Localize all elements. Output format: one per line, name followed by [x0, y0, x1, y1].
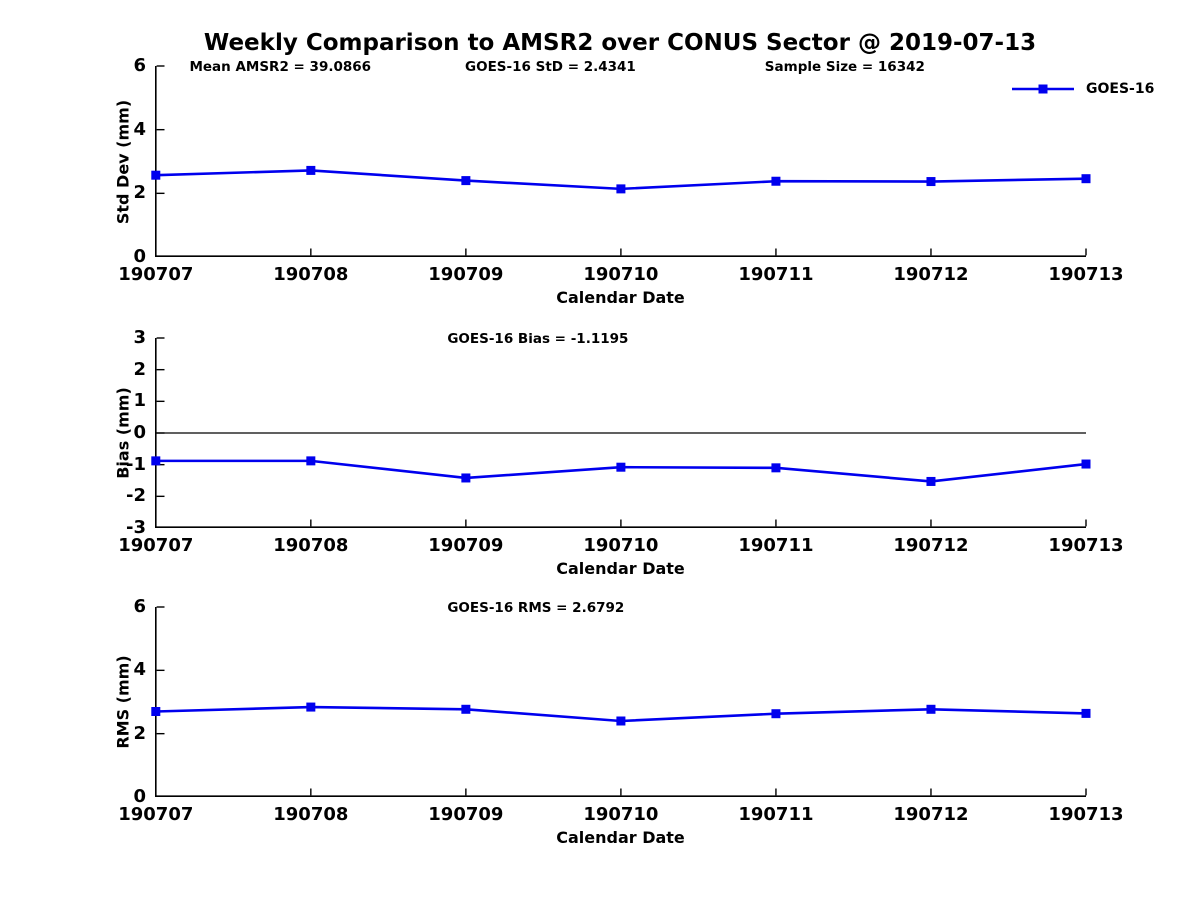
data-point-marker — [151, 707, 161, 716]
data-point-marker — [926, 177, 936, 187]
x-tick-label: 190712 — [893, 535, 969, 556]
data-point-marker — [616, 184, 626, 194]
x-tick-label: 190709 — [428, 535, 504, 556]
y-tick-label: 3 — [133, 327, 146, 348]
x-tick-label: 190712 — [893, 804, 969, 825]
data-point-marker — [306, 702, 316, 712]
x-tick-label: 190710 — [583, 804, 659, 825]
y-tick-label: -3 — [126, 517, 146, 538]
y-tick-label: 2 — [133, 358, 146, 380]
data-point-marker — [771, 709, 781, 719]
x-axis-label: Calendar Date — [556, 559, 685, 578]
y-tick-label: 2 — [133, 722, 146, 744]
y-tick-label: -2 — [126, 485, 146, 507]
x-axis-label: Calendar Date — [556, 288, 685, 307]
y-tick-label: 6 — [133, 596, 146, 617]
x-axis-label: Calendar Date — [556, 828, 685, 847]
data-point-marker — [306, 456, 316, 466]
x-tick-label: 190707 — [118, 264, 194, 285]
x-tick-label: 190707 — [118, 535, 194, 556]
x-tick-label: 190711 — [738, 264, 814, 285]
y-axis-label: Bias (mm) — [113, 387, 133, 479]
data-line — [155, 459, 1087, 483]
x-tick-label: 190707 — [118, 804, 194, 825]
x-tick-label: 190713 — [1048, 535, 1124, 556]
x-tick-label: 190711 — [738, 535, 814, 556]
data-line — [155, 169, 1087, 191]
data-point-marker — [461, 176, 471, 186]
panel-annotation: GOES-16 RMS = 2.6792 — [447, 600, 625, 616]
data-point-marker — [926, 476, 936, 486]
y-tick-label: 0 — [133, 246, 146, 267]
x-tick-label: 190712 — [893, 264, 969, 285]
y-tick-label: 6 — [133, 55, 146, 76]
panel-annotation: Mean AMSR2 = 39.0866 — [189, 59, 372, 75]
x-tick-label: 190710 — [583, 535, 659, 556]
y-tick-label: 0 — [133, 786, 146, 807]
legend: GOES-16 — [1012, 81, 1154, 97]
data-point-marker — [461, 704, 471, 714]
data-point-marker — [1081, 459, 1091, 469]
data-point-marker — [771, 463, 781, 473]
y-tick-label: 4 — [133, 118, 146, 140]
figure-title: Weekly Comparison to AMSR2 over CONUS Se… — [203, 30, 1037, 56]
panel-annotation: GOES-16 StD = 2.4341 — [465, 59, 636, 75]
x-tick-label: 190709 — [428, 264, 504, 285]
data-point-marker — [151, 456, 161, 466]
data-point-marker — [616, 716, 626, 726]
data-point-marker — [1081, 708, 1091, 718]
x-tick-label: 190708 — [273, 804, 349, 825]
data-point-marker — [306, 165, 316, 175]
panel-annotation: GOES-16 Bias = -1.1195 — [447, 331, 629, 347]
data-line — [155, 705, 1087, 723]
x-tick-label: 190708 — [273, 535, 349, 556]
data-point-marker — [151, 170, 161, 180]
plot-area — [151, 65, 1091, 257]
x-tick-label: 190713 — [1048, 804, 1124, 825]
x-tick-label: 190713 — [1048, 264, 1124, 285]
x-tick-label: 190709 — [428, 804, 504, 825]
panel-annotation: Sample Size = 16342 — [764, 59, 925, 75]
y-axis-label: Std Dev (mm) — [113, 99, 133, 224]
x-tick-label: 190711 — [738, 804, 814, 825]
data-point-marker — [926, 704, 936, 714]
y-tick-label: -1 — [126, 453, 146, 475]
legend-line-marker-icon — [1012, 84, 1074, 94]
y-tick-label: 2 — [133, 182, 146, 204]
x-tick-label: 190708 — [273, 264, 349, 285]
y-tick-label: 4 — [133, 659, 146, 681]
y-tick-label: 1 — [133, 390, 146, 412]
x-tick-label: 190710 — [583, 264, 659, 285]
plot-area — [151, 606, 1091, 797]
data-point-marker — [771, 176, 781, 186]
y-tick-label: 0 — [133, 422, 146, 443]
legend-label: GOES-16 — [1086, 81, 1155, 97]
y-axis-label: RMS (mm) — [113, 655, 133, 749]
data-point-marker — [1081, 174, 1091, 184]
legend-marker — [1038, 84, 1048, 94]
data-point-marker — [616, 462, 626, 472]
data-point-marker — [461, 473, 471, 483]
plot-area — [151, 337, 1091, 528]
